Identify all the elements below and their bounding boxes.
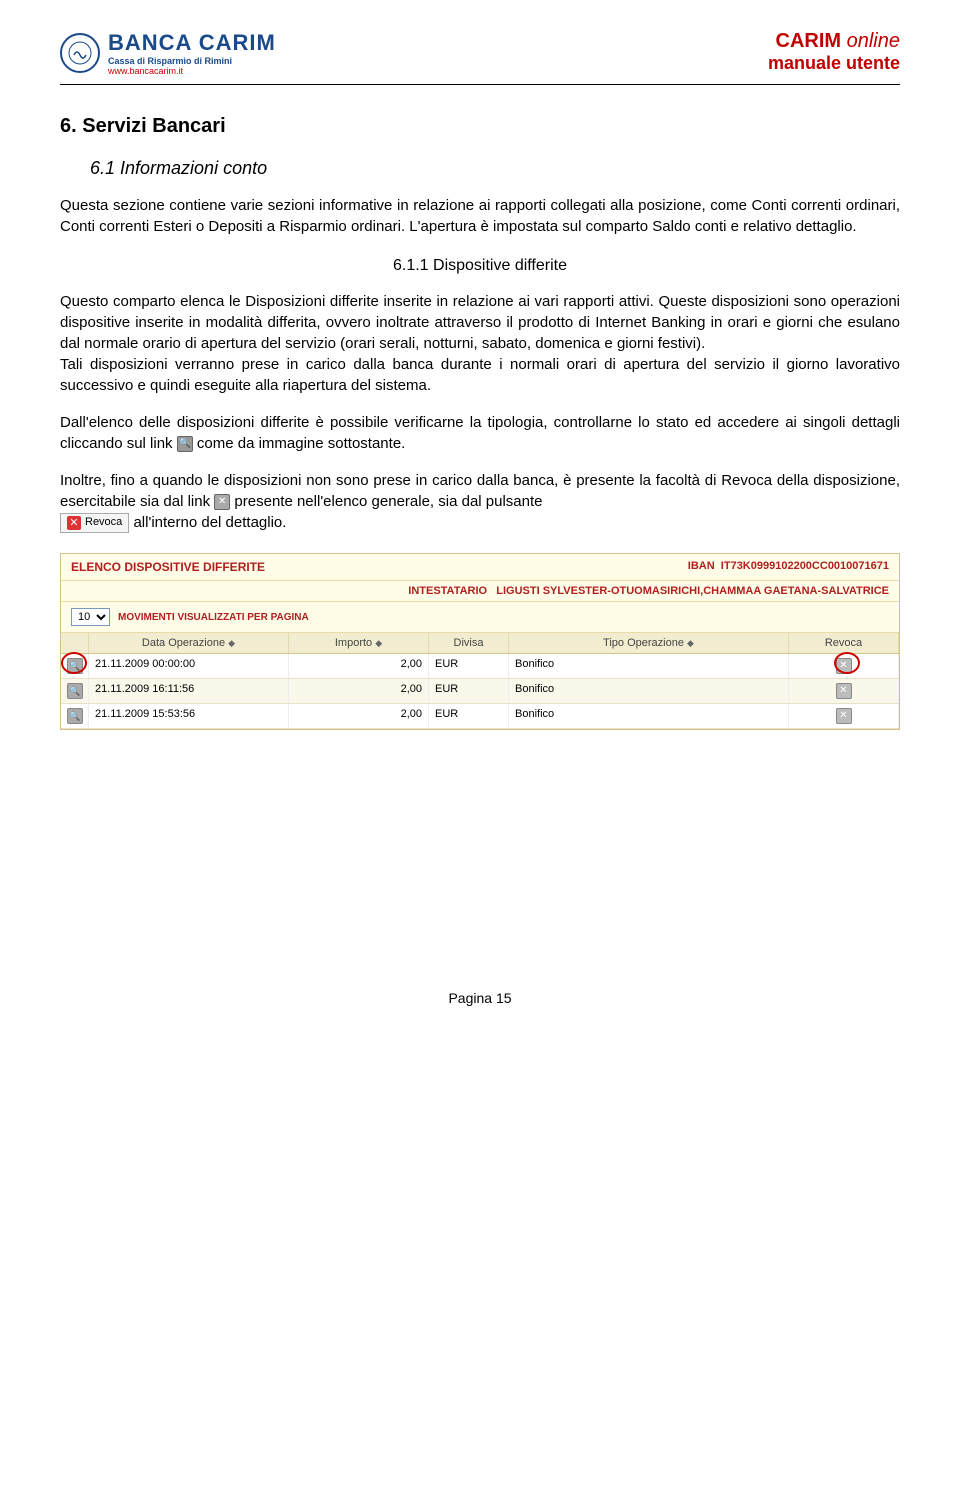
detail-icon[interactable] [67, 708, 83, 724]
revoca-x-icon: ✕ [67, 516, 81, 530]
cell-tipo: Bonifico [509, 654, 789, 678]
dispositive-table: ELENCO DISPOSITIVE DIFFERITE IBAN IT73K0… [60, 553, 900, 730]
heading-1: 6. Servizi Bancari [60, 115, 900, 138]
detail-icon[interactable] [67, 658, 83, 674]
grid-header: Data Operazione ◆ Importo ◆ Divisa Tipo … [61, 633, 899, 654]
page-header: BANCA CARIM Cassa di Risparmio di Rimini… [60, 30, 900, 85]
header-product-suffix: online [847, 30, 900, 52]
col-date[interactable]: Data Operazione ◆ [89, 633, 289, 653]
logo-icon [60, 33, 100, 73]
cell-date: 21.11.2009 15:53:56 [89, 704, 289, 728]
cell-import: 2,00 [289, 654, 429, 678]
grid-body: 21.11.2009 00:00:002,00EURBonifico21.11.… [61, 654, 899, 729]
paragraph-1: Questa sezione contiene varie sezioni in… [60, 195, 900, 237]
page-number: Pagina 15 [60, 990, 900, 1006]
cell-divisa: EUR [429, 704, 509, 728]
logo-sub: Cassa di Risparmio di Rimini [108, 56, 276, 66]
detail-icon[interactable] [67, 683, 83, 699]
col-divisa: Divisa [429, 633, 509, 653]
cell-tipo: Bonifico [509, 704, 789, 728]
intestatario-row: INTESTATARIO LIGUSTI SYLVESTER-OTUOMASIR… [61, 581, 899, 602]
cell-date: 21.11.2009 16:11:56 [89, 679, 289, 703]
logo-main: BANCA CARIM [108, 30, 276, 56]
paragraph-5: Inoltre, fino a quando le disposizioni n… [60, 470, 900, 533]
col-import[interactable]: Importo ◆ [289, 633, 429, 653]
heading-3: 6.1.1 Dispositive differite [60, 257, 900, 275]
cell-import: 2,00 [289, 679, 429, 703]
cell-divisa: EUR [429, 679, 509, 703]
table-title: ELENCO DISPOSITIVE DIFFERITE [71, 560, 265, 574]
logo-url: www.bancacarim.it [108, 66, 276, 76]
table-row: 21.11.2009 00:00:002,00EURBonifico [61, 654, 899, 679]
table-row: 21.11.2009 16:11:562,00EURBonifico [61, 679, 899, 704]
revoca-label: Revoca [85, 515, 122, 530]
table-row: 21.11.2009 15:53:562,00EURBonifico [61, 704, 899, 729]
logo-block: BANCA CARIM Cassa di Risparmio di Rimini… [60, 30, 276, 76]
cell-tipo: Bonifico [509, 679, 789, 703]
heading-2: 6.1 Informazioni conto [90, 158, 900, 179]
header-subtitle: manuale utente [768, 53, 900, 74]
pager-row: 10 MOVIMENTI VISUALIZZATI PER PAGINA [61, 602, 899, 633]
paragraph-4: Dall'elenco delle disposizioni differite… [60, 412, 900, 454]
cell-import: 2,00 [289, 704, 429, 728]
cell-divisa: EUR [429, 654, 509, 678]
cell-date: 21.11.2009 00:00:00 [89, 654, 289, 678]
magnify-icon: 🔍 [177, 436, 193, 452]
iban-block: IBAN IT73K0999102200CC0010071671 [688, 560, 889, 574]
revoke-icon[interactable] [836, 658, 852, 674]
page-size-select[interactable]: 10 [71, 608, 110, 626]
col-revoca: Revoca [789, 633, 899, 653]
header-right: CARIM online manuale utente [768, 30, 900, 74]
close-icon: ✕ [214, 494, 230, 510]
logo-text: BANCA CARIM Cassa di Risparmio di Rimini… [108, 30, 276, 76]
pager-label: MOVIMENTI VISUALIZZATI PER PAGINA [118, 612, 309, 623]
revoca-button[interactable]: ✕ Revoca [60, 513, 129, 532]
col-tipo[interactable]: Tipo Operazione ◆ [509, 633, 789, 653]
revoke-icon[interactable] [836, 708, 852, 724]
revoke-icon[interactable] [836, 683, 852, 699]
paragraph-2: Questo comparto elenca le Disposizioni d… [60, 291, 900, 396]
header-product: CARIM [776, 30, 842, 52]
